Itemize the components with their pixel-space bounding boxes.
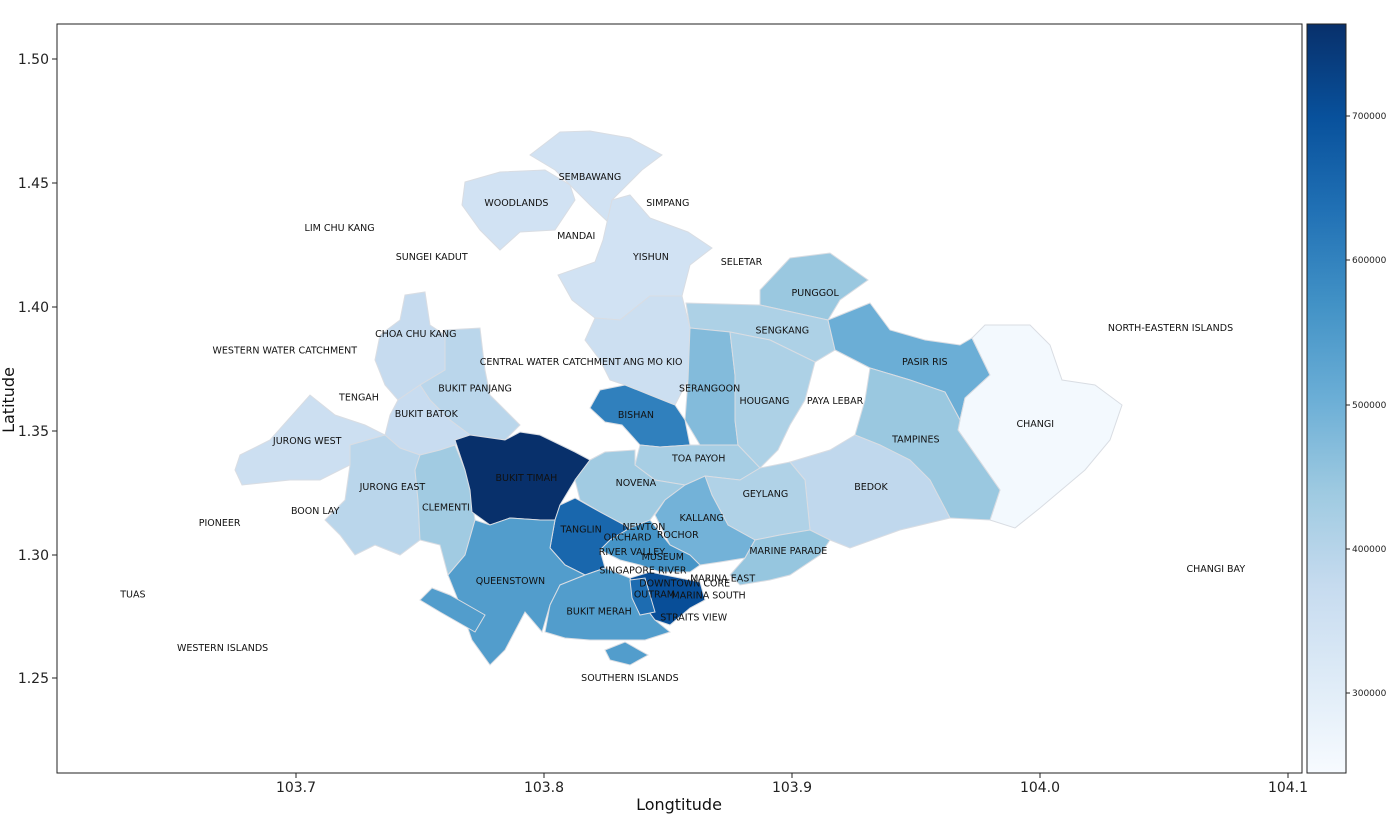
region-outram bbox=[629, 577, 656, 616]
region-layer bbox=[234, 130, 1123, 666]
x-tick-label: 104.0 bbox=[1020, 780, 1060, 796]
place-label-lim-chu-kang: LIM CHU KANG bbox=[305, 223, 375, 234]
place-label-mandai: MANDAI bbox=[557, 231, 595, 242]
colorbar-tick-label: 500000 bbox=[1352, 401, 1387, 411]
y-tick-label: 1.50 bbox=[18, 52, 49, 68]
place-label-kallang: KALLANG bbox=[680, 513, 724, 524]
place-label-rochor: ROCHOR bbox=[657, 530, 699, 541]
place-label-geylang: GEYLANG bbox=[743, 489, 789, 500]
colorbar-tick-label: 300000 bbox=[1352, 689, 1387, 699]
map-axes-frame bbox=[56, 23, 1303, 774]
place-label-serangoon: SERANGOON bbox=[679, 384, 740, 395]
y-tick-label: 1.30 bbox=[18, 548, 49, 564]
region-hougang bbox=[729, 331, 816, 469]
place-label-southern-islands: SOUTHERN ISLANDS bbox=[581, 673, 678, 684]
place-label-marina-south: MARINA SOUTH bbox=[672, 591, 746, 602]
place-label-pioneer: PIONEER bbox=[199, 518, 241, 529]
place-label-newton: NEWTON bbox=[622, 522, 665, 533]
region-changi bbox=[957, 324, 1123, 529]
place-label-changi: CHANGI bbox=[1017, 419, 1055, 430]
y-axis-title: Latitude bbox=[0, 367, 18, 433]
region-queenstown-islet bbox=[419, 587, 486, 633]
place-label-bukit-merah: BUKIT MERAH bbox=[566, 606, 631, 617]
place-label-bedok: BEDOK bbox=[854, 482, 888, 493]
place-label-tengah: TENGAH bbox=[338, 392, 379, 403]
x-axis-title: Longtitude bbox=[636, 795, 722, 814]
place-label-downtown-core: DOWNTOWN CORE bbox=[639, 579, 730, 590]
region-marine-parade bbox=[729, 529, 831, 586]
region-sembawang bbox=[529, 130, 663, 223]
place-label-straits-view: STRAITS VIEW bbox=[660, 613, 728, 624]
place-label-museum: MUSEUM bbox=[642, 552, 684, 563]
place-label-north-eastern-islands: NORTH-EASTERN ISLANDS bbox=[1108, 323, 1233, 334]
place-label-sengkang: SENGKANG bbox=[756, 325, 810, 336]
colorbar-ticks: 300000 400000 500000 600000 700000 bbox=[1346, 112, 1387, 699]
x-tick-label: 103.9 bbox=[772, 780, 812, 796]
place-label-jurong-west: JURONG WEST bbox=[272, 436, 342, 447]
place-label-paya-lebar: PAYA LEBAR bbox=[807, 396, 864, 407]
x-tick-label: 103.8 bbox=[524, 780, 564, 796]
y-tick-label: 1.45 bbox=[18, 176, 49, 192]
place-label-sembawang: SEMBAWANG bbox=[559, 172, 622, 183]
y-tick-label: 1.40 bbox=[18, 300, 49, 316]
place-label-queenstown: QUEENSTOWN bbox=[476, 576, 545, 587]
place-label-novena: NOVENA bbox=[616, 478, 657, 489]
place-label-outram: OUTRAM bbox=[634, 590, 675, 601]
place-label-singapore-river: SINGAPORE RIVER bbox=[599, 565, 687, 576]
place-label-orchard: ORCHARD bbox=[604, 533, 652, 544]
place-label-western-water-catchment: WESTERN WATER CATCHMENT bbox=[213, 345, 358, 356]
place-label-jurong-east: JURONG EAST bbox=[359, 482, 426, 493]
place-label-tanglin: TANGLIN bbox=[559, 524, 601, 535]
colorbar bbox=[1306, 23, 1347, 774]
place-label-changi-bay: CHANGI BAY bbox=[1186, 564, 1245, 575]
place-label-tampines: TAMPINES bbox=[891, 435, 939, 446]
place-label-tuas: TUAS bbox=[119, 590, 145, 601]
place-label-seletar: SELETAR bbox=[721, 257, 763, 268]
place-label-bishan: BISHAN bbox=[618, 410, 654, 421]
place-label-bukit-timah: BUKIT TIMAH bbox=[496, 473, 558, 484]
y-axis-ticks: 1.25 1.30 1.35 1.40 1.45 1.50 bbox=[18, 52, 57, 687]
region-jurong-east bbox=[324, 434, 421, 556]
place-label-boon-lay: BOON LAY bbox=[291, 506, 340, 517]
place-label-marina-east: MARINA EAST bbox=[690, 574, 755, 585]
place-label-woodlands: WOODLANDS bbox=[484, 198, 548, 209]
label-layer: SEMBAWANG WOODLANDS SIMPANG MANDAI LIM CHU K… bbox=[119, 172, 1245, 684]
place-label-choa-chu-kang: CHOA CHU KANG bbox=[375, 329, 456, 340]
place-label-river-valley: RIVER VALLEY bbox=[599, 547, 666, 558]
place-label-western-islands: WESTERN ISLANDS bbox=[177, 643, 268, 654]
place-label-punggol: PUNGGOL bbox=[792, 288, 840, 299]
place-label-marine-parade: MARINE PARADE bbox=[749, 546, 827, 557]
colorbar-tick-label: 600000 bbox=[1352, 256, 1387, 266]
colorbar-tick-label: 700000 bbox=[1352, 112, 1387, 122]
place-label-bukit-panjang: BUKIT PANJANG bbox=[438, 384, 512, 395]
place-label-bukit-batok: BUKIT BATOK bbox=[395, 409, 459, 420]
y-tick-label: 1.25 bbox=[18, 671, 49, 687]
region-rochor bbox=[599, 519, 701, 573]
region-woodlands bbox=[461, 169, 576, 251]
place-label-pasir-ris: PASIR RIS bbox=[902, 357, 948, 368]
y-tick-label: 1.35 bbox=[18, 424, 49, 440]
x-axis-ticks: 103.7 103.8 103.9 104.0 104.1 bbox=[276, 773, 1308, 796]
place-label-hougang: HOUGANG bbox=[739, 396, 789, 407]
place-label-sungei-kadut: SUNGEI KADUT bbox=[396, 252, 468, 263]
place-label-yishun: YISHUN bbox=[632, 252, 669, 263]
place-label-simpang: SIMPANG bbox=[646, 198, 689, 209]
place-label-ang-mo-kio: ANG MO KIO bbox=[623, 357, 682, 368]
colorbar-tick-label: 400000 bbox=[1352, 545, 1387, 555]
x-tick-label: 103.7 bbox=[276, 780, 316, 796]
region-southern-islands bbox=[604, 641, 650, 666]
place-label-central-water-catchment: CENTRAL WATER CATCHMENT bbox=[480, 357, 621, 368]
x-tick-label: 104.1 bbox=[1268, 780, 1308, 796]
region-bukit-merah bbox=[544, 567, 672, 641]
region-bishan bbox=[589, 384, 691, 448]
place-label-clementi: CLEMENTI bbox=[422, 502, 470, 513]
place-label-toa-payoh: TOA PAYOH bbox=[671, 454, 725, 465]
